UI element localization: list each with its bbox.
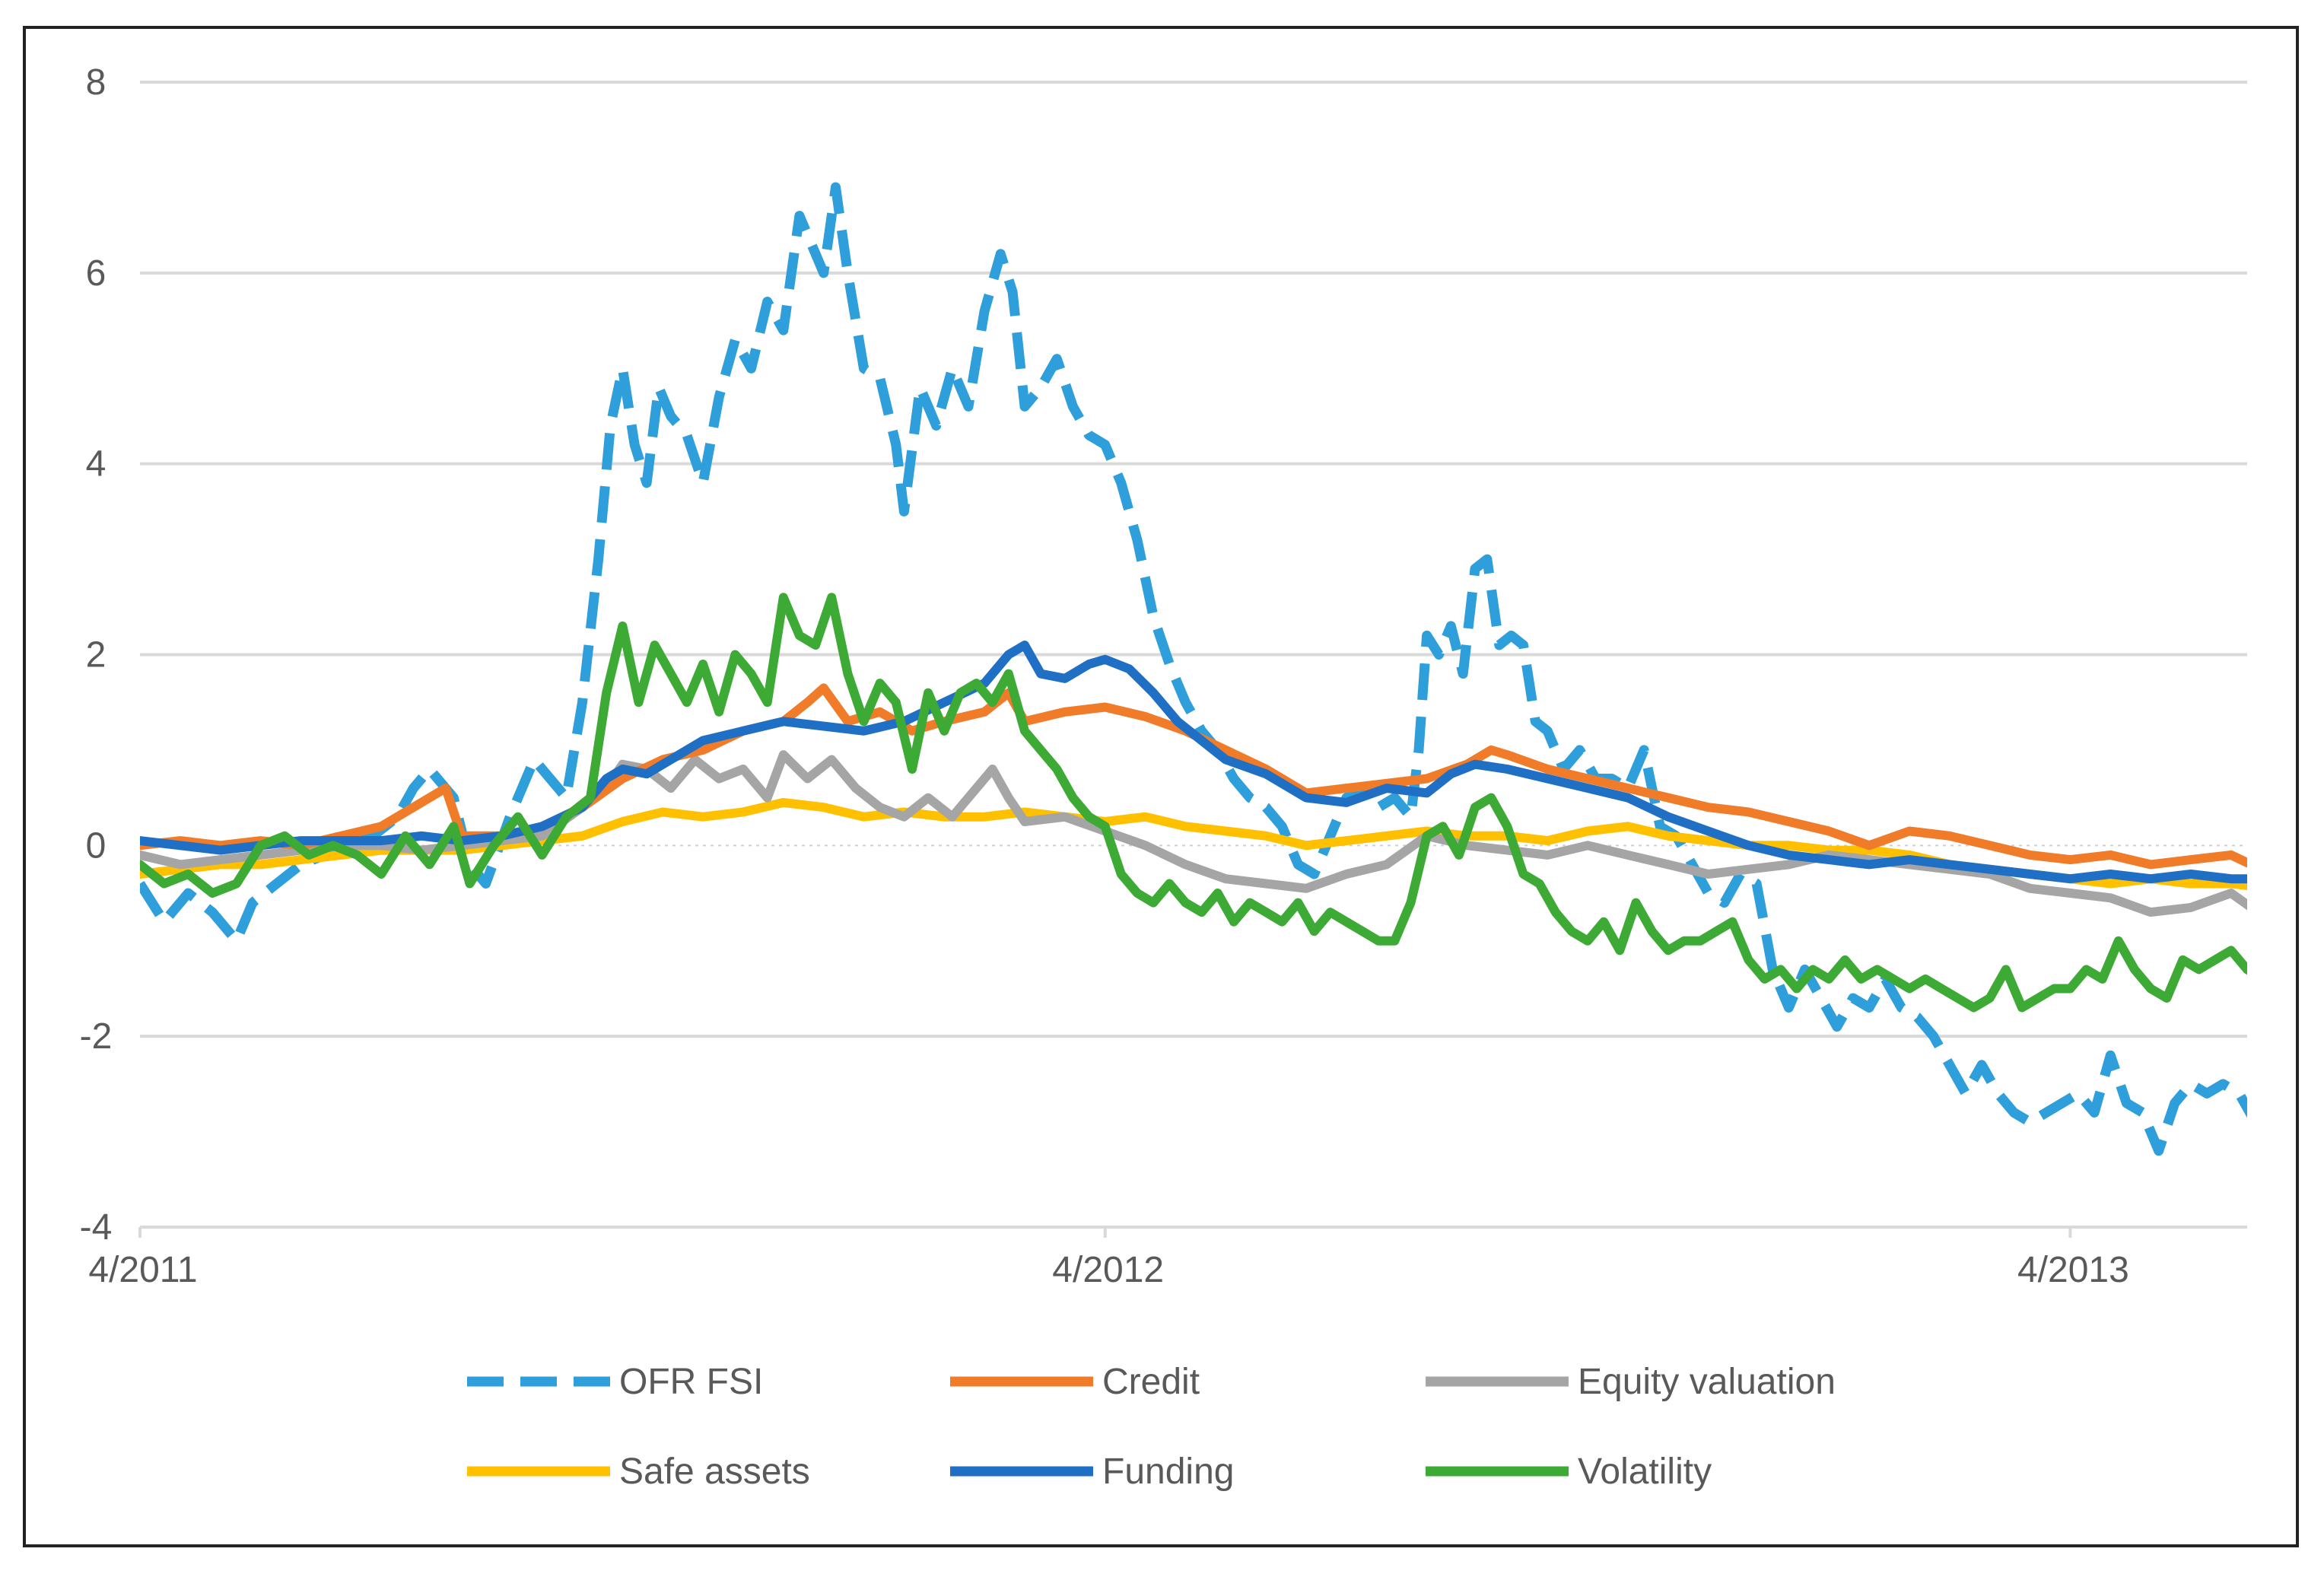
series-line-ofr-fsi (140, 182, 2247, 1156)
legend-label: Volatility (1578, 1452, 1712, 1492)
y-tick-label: -4 (80, 1207, 113, 1248)
legend-label: Equity valuation (1578, 1362, 1836, 1402)
line-chart: 8 6 4 2 0 -2 -4 4/2011 4/2012 4/2013 OFR FSI Cred… (80, 62, 2247, 1492)
legend-label: OFR FSI (619, 1362, 763, 1402)
y-axis-ticks: 8 6 4 2 0 -2 -4 (80, 62, 113, 1248)
legend-label: Safe assets (619, 1452, 810, 1492)
legend-label: Credit (1102, 1362, 1200, 1402)
legend-label: Funding (1102, 1452, 1234, 1492)
x-tick-label: 4/2012 (1052, 1250, 1164, 1290)
y-tick-label: 2 (86, 635, 107, 676)
gridlines (140, 81, 2247, 1229)
x-tick-label: 4/2013 (2017, 1250, 2129, 1290)
series-line-volatility (140, 593, 2247, 1013)
y-tick-label: 8 (86, 62, 107, 103)
y-tick-label: -2 (80, 1016, 113, 1057)
chart-frame: 8 6 4 2 0 -2 -4 4/2011 4/2012 4/2013 OFR FSI Cred… (23, 26, 2299, 1547)
y-tick-label: 0 (86, 825, 107, 866)
x-axis: 4/2011 4/2012 4/2013 (88, 1226, 2247, 1290)
series-lines (140, 182, 2247, 1156)
x-tick-label: 4/2011 (88, 1250, 197, 1290)
y-tick-label: 6 (86, 253, 107, 294)
legend: OFR FSI Credit Equity valuation Safe assets… (467, 1362, 1836, 1492)
y-tick-label: 4 (86, 444, 107, 485)
